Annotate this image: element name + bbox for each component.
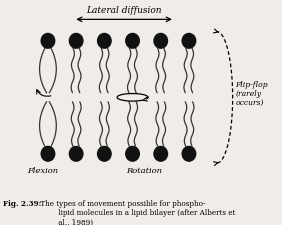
Text: Lateral diffusion: Lateral diffusion bbox=[86, 6, 162, 15]
Ellipse shape bbox=[126, 34, 139, 49]
Ellipse shape bbox=[182, 34, 196, 49]
Ellipse shape bbox=[154, 34, 168, 49]
Ellipse shape bbox=[182, 147, 196, 162]
Text: The types of movement possible for phospho-
         lipid molecules in a lipid : The types of movement possible for phosp… bbox=[38, 199, 235, 225]
Ellipse shape bbox=[69, 34, 83, 49]
Ellipse shape bbox=[69, 147, 83, 162]
Text: Rotation: Rotation bbox=[126, 166, 162, 174]
Ellipse shape bbox=[41, 147, 55, 162]
Ellipse shape bbox=[126, 147, 139, 162]
Text: Flip-flop
(rarely
occurs): Flip-flop (rarely occurs) bbox=[235, 80, 268, 106]
Ellipse shape bbox=[98, 34, 111, 49]
Ellipse shape bbox=[98, 147, 111, 162]
Ellipse shape bbox=[154, 147, 168, 162]
Ellipse shape bbox=[41, 34, 55, 49]
Text: Flexion: Flexion bbox=[27, 166, 58, 174]
Text: Fig. 2.39:: Fig. 2.39: bbox=[3, 199, 41, 207]
